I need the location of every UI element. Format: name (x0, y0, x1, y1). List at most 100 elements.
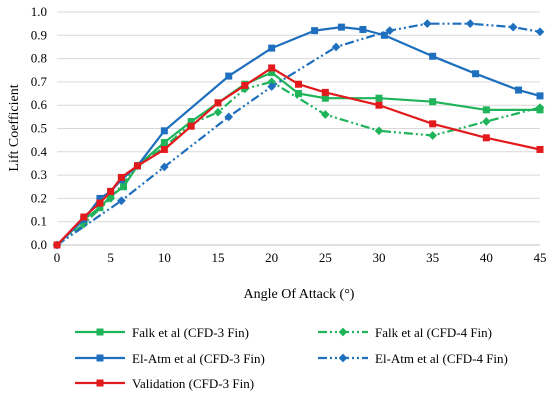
data-point (535, 103, 545, 112)
data-point (359, 25, 367, 33)
data-point (536, 145, 544, 153)
x-tick-label: 35 (426, 250, 439, 265)
data-point (96, 354, 104, 362)
data-point (214, 99, 222, 107)
series-line (56, 22, 541, 246)
series-line (56, 26, 541, 246)
data-point (117, 196, 126, 206)
data-point (96, 199, 104, 207)
data-point (268, 64, 276, 72)
data-point (482, 134, 490, 142)
data-point (107, 187, 115, 195)
data-point (331, 42, 341, 52)
data-point (320, 110, 330, 119)
x-axis-title: Angle Of Attack (°) (244, 287, 355, 302)
series-2 (52, 77, 545, 250)
data-point (385, 26, 395, 35)
data-point (380, 31, 388, 39)
y-tick-label: 0.4 (31, 144, 48, 159)
legend-label: El-Atm et al (CFD-3 Fin) (132, 351, 265, 366)
data-point (160, 138, 168, 146)
data-point (267, 77, 277, 87)
data-point (482, 106, 490, 114)
data-point (268, 44, 276, 52)
gridlines (57, 11, 540, 223)
data-point (160, 127, 168, 135)
data-point (213, 107, 223, 117)
data-point (337, 23, 345, 31)
data-point (224, 112, 234, 122)
data-point (429, 52, 437, 60)
data-point (515, 86, 523, 94)
data-point (241, 81, 249, 89)
series-line (56, 80, 541, 246)
x-tick-label: 10 (158, 250, 171, 265)
legend: Falk et al (CFD-3 Fin) Falk et al (CFD-4 … (75, 325, 508, 391)
y-tick-label: 0.8 (31, 51, 47, 66)
data-point (321, 88, 329, 96)
y-tick-label: 0.1 (31, 214, 47, 229)
x-tick-label: 5 (107, 250, 114, 265)
data-series (52, 19, 545, 250)
legend-entry: El-Atm et al (CFD-3 Fin) (75, 351, 265, 366)
series-line (56, 71, 540, 246)
data-point (428, 131, 438, 140)
data-point (267, 82, 277, 91)
x-tick-label: 0 (54, 250, 61, 265)
data-point (338, 353, 348, 363)
legend-entry: Validation (CFD-3 Fin) (75, 376, 254, 391)
data-point (375, 94, 383, 102)
data-point (535, 27, 545, 37)
data-point (134, 162, 141, 170)
data-point (117, 173, 125, 181)
data-point (106, 194, 116, 203)
data-point (338, 327, 348, 337)
y-axis-title: Lift Coefficient (7, 84, 22, 171)
data-point (160, 145, 168, 153)
data-point (80, 213, 88, 221)
x-tick-label: 30 (373, 250, 386, 265)
x-tick-labels: 0 5 10 15 20 25 30 35 40 45 (54, 250, 547, 265)
x-tick-label: 15 (212, 250, 225, 265)
y-tick-label: 0.3 (31, 167, 47, 182)
legend-label: Falk et al (CFD-4 Fin) (375, 325, 492, 340)
data-point (96, 194, 104, 202)
series-3 (53, 23, 544, 249)
x-tick-label: 25 (319, 250, 332, 265)
data-point (96, 379, 104, 387)
data-point (422, 19, 432, 28)
data-point (472, 70, 480, 78)
y-tick-label: 0.6 (31, 97, 48, 112)
y-tick-label: 0.2 (31, 190, 47, 205)
data-point (429, 98, 437, 106)
data-point (374, 126, 384, 136)
data-point (120, 183, 128, 191)
data-point (225, 72, 233, 80)
data-point (508, 22, 518, 32)
legend-entry: El-Atm et al (CFD-4 Fin) (318, 351, 508, 366)
y-tick-label: 0.9 (31, 27, 47, 42)
y-tick-label: 0.7 (31, 74, 48, 89)
y-tick-label: 0.5 (31, 121, 47, 136)
data-point (187, 122, 195, 130)
data-point (375, 101, 383, 109)
series-5 (53, 64, 544, 249)
legend-entry: Falk et al (CFD-4 Fin) (318, 325, 492, 340)
data-point (295, 80, 302, 88)
data-point (53, 241, 61, 249)
data-point (429, 120, 437, 128)
legend-label: Validation (CFD-3 Fin) (132, 376, 254, 391)
y-tick-label: 1.0 (31, 4, 47, 19)
y-tick-label: 0.0 (31, 237, 47, 252)
data-point (268, 69, 276, 77)
legend-label: Falk et al (CFD-3 Fin) (132, 325, 249, 340)
x-tick-label: 45 (534, 250, 547, 265)
data-point (481, 117, 491, 126)
x-tick-label: 20 (265, 250, 278, 265)
legend-entry: Falk et al (CFD-3 Fin) (75, 325, 249, 340)
data-point (295, 90, 302, 98)
legend-label: El-Atm et al (CFD-4 Fin) (375, 351, 508, 366)
data-point (159, 162, 169, 172)
data-point (96, 328, 104, 336)
